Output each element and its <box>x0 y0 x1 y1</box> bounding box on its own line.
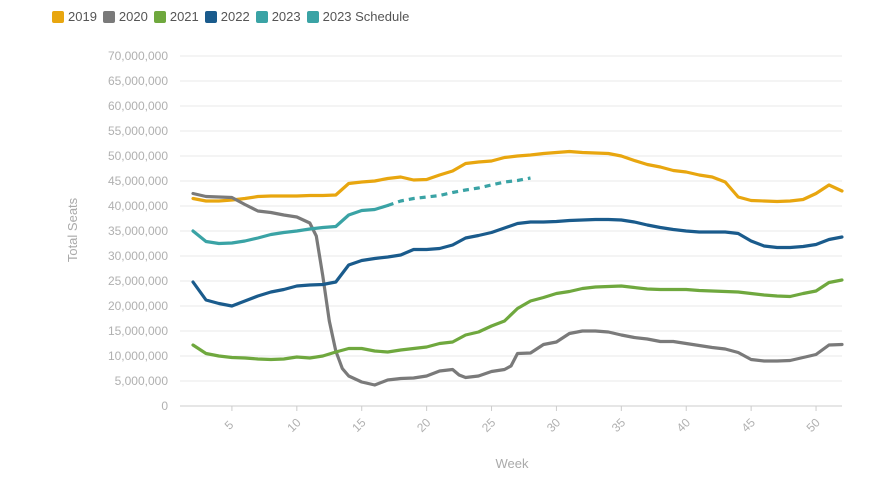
y-tick-label: 5,000,000 <box>115 374 169 388</box>
legend-swatch <box>102 10 115 23</box>
x-tick-label: 10 <box>284 415 304 435</box>
legend-item-2019: 2019 <box>52 9 97 24</box>
x-tick-label: 5 <box>222 418 237 433</box>
x-axis-label: Week <box>496 456 529 471</box>
legend-label: 2023 <box>271 9 301 24</box>
y-tick-label: 25,000,000 <box>108 274 168 288</box>
series-line-2020 <box>191 191 844 387</box>
y-tick-label: 40,000,000 <box>108 199 168 213</box>
series-line-2023-schedule <box>387 176 531 208</box>
x-tick-label: 20 <box>414 415 434 435</box>
y-axis-label: Total Seats <box>65 197 80 262</box>
legend-item-2022: 2022 <box>204 9 250 24</box>
legend-swatch <box>153 10 166 23</box>
axes: 0 5,000,000 10,000,000 15,000,000 20,000,000… <box>108 49 842 435</box>
y-tick-label: 20,000,000 <box>108 299 168 313</box>
x-tick-label: 40 <box>674 415 694 435</box>
series-line-2022 <box>191 217 844 308</box>
y-tick-label: 15,000,000 <box>108 324 168 338</box>
y-tick-label: 65,000,000 <box>108 74 168 88</box>
y-tick-label: 55,000,000 <box>108 124 168 138</box>
legend-item-2023-schedule: 2023 Schedule <box>306 9 410 24</box>
y-tick-label: 45,000,000 <box>108 174 168 188</box>
y-tick-label: 10,000,000 <box>108 349 168 363</box>
y-tick-label: 30,000,000 <box>108 249 168 263</box>
legend-label: 2022 <box>220 9 250 24</box>
x-tick-label: 25 <box>479 415 499 435</box>
legend: 2019 2020 2021 2022 2023 2023 Schedule <box>52 9 415 24</box>
x-tick-label: 35 <box>609 415 629 435</box>
legend-label: 2019 <box>68 9 97 24</box>
x-tick-label: 50 <box>804 415 824 435</box>
legend-label: 2021 <box>169 9 199 24</box>
y-tick-label: 60,000,000 <box>108 99 168 113</box>
y-tick-label: 0 <box>161 399 168 413</box>
x-tick-label: 30 <box>544 415 564 435</box>
x-tick-label: 15 <box>349 415 369 435</box>
legend-item-2021: 2021 <box>153 9 199 24</box>
series-line-2019 <box>191 149 844 204</box>
y-tick-label: 50,000,000 <box>108 149 168 163</box>
y-tick-label: 70,000,000 <box>108 49 168 63</box>
x-tick-label: 45 <box>739 415 759 435</box>
series-line-2023 <box>191 203 390 246</box>
legend-swatch <box>255 10 268 23</box>
legend-label: 2020 <box>118 9 148 24</box>
legend-swatch <box>306 10 319 23</box>
legend-label: 2023 Schedule <box>322 9 410 24</box>
y-tick-label: 35,000,000 <box>108 224 168 238</box>
legend-item-2020: 2020 <box>102 9 148 24</box>
series-line-2021 <box>191 278 844 362</box>
legend-item-2023: 2023 <box>255 9 301 24</box>
legend-swatch <box>52 10 64 23</box>
legend-swatch <box>204 10 217 23</box>
series-lines <box>191 149 844 387</box>
